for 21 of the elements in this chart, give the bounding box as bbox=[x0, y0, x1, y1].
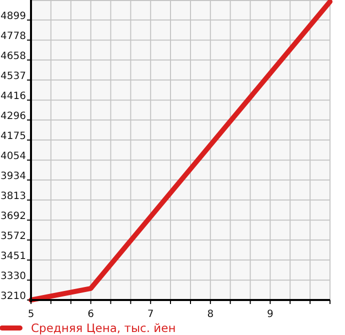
y-tick-label: 3330 bbox=[0, 271, 26, 282]
x-tick-label: 6 bbox=[88, 309, 94, 320]
x-tick-label: 5 bbox=[28, 309, 34, 320]
y-tick-label: 3813 bbox=[0, 191, 26, 202]
y-tick-label: 4054 bbox=[0, 151, 26, 162]
y-tick-label: 4296 bbox=[0, 111, 26, 122]
legend-label: Средняя Цена, тыс. йен bbox=[31, 321, 176, 335]
x-tick-label: 9 bbox=[267, 309, 274, 320]
y-tick-label: 3934 bbox=[0, 171, 26, 182]
y-tick-label: 4537 bbox=[0, 71, 26, 82]
x-tick-label: 7 bbox=[147, 309, 154, 320]
y-tick-label: 4899 bbox=[0, 11, 26, 22]
x-tick-label: 8 bbox=[207, 309, 214, 320]
y-tick-label: 3692 bbox=[0, 211, 26, 222]
y-tick-label: 4658 bbox=[0, 51, 26, 62]
y-tick-label: 3572 bbox=[0, 231, 26, 242]
y-tick-label: 3451 bbox=[0, 251, 26, 262]
y-tick-label: 4778 bbox=[0, 31, 26, 42]
y-tick-label: 3210 bbox=[0, 291, 26, 302]
y-tick-label: 4416 bbox=[0, 91, 26, 102]
y-tick-label: 4175 bbox=[0, 131, 26, 142]
